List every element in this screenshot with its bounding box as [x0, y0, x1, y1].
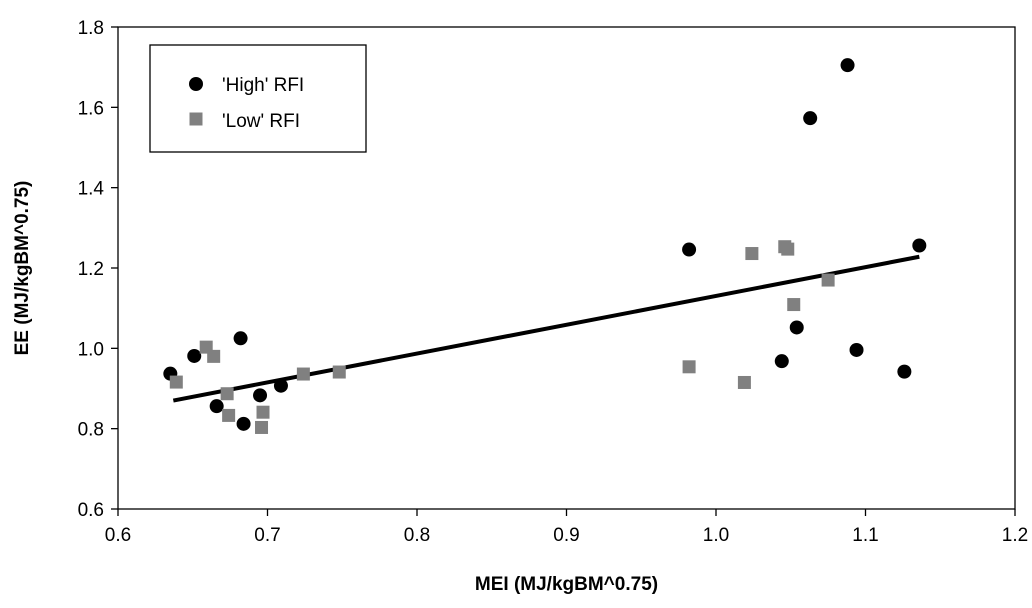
points-layer: [163, 58, 927, 434]
legend-label-low-rfi: 'Low' RFI: [222, 111, 300, 132]
data-point-high-rfi: [273, 378, 288, 393]
y-axis-title: EE (MJ/kgBM^0.75): [12, 181, 33, 356]
legend-label-high-rfi: 'High' RFI: [222, 75, 304, 96]
data-point-high-rfi: [840, 58, 855, 73]
data-point-high-rfi: [897, 364, 912, 379]
y-tick-label: 1.2: [78, 259, 104, 280]
x-tick-label: 0.6: [105, 525, 131, 546]
data-point-high-rfi: [849, 342, 864, 357]
data-point-high-rfi: [209, 399, 224, 414]
data-point-high-rfi: [682, 242, 697, 257]
data-point-low-rfi: [332, 365, 346, 379]
data-point-high-rfi: [253, 388, 268, 403]
ticks-layer: 0.6 0.7 0.8 0.9 1.0 1.1 1.2 0.6 0.8 1.0 1.2 1.4 1.6 1…: [78, 18, 1029, 546]
data-point-low-rfi: [169, 375, 183, 389]
trendline-layer: [172, 254, 920, 403]
data-point-high-rfi: [187, 348, 202, 363]
data-point-low-rfi: [296, 367, 310, 381]
y-tick-label: 1.4: [78, 179, 105, 200]
data-point-low-rfi: [222, 408, 236, 422]
data-point-low-rfi: [787, 298, 801, 312]
x-tick-label: 1.1: [852, 525, 878, 546]
x-axis-title: MEI (MJ/kgBM^0.75): [475, 574, 658, 595]
legend-marker-low-rfi: [189, 112, 203, 126]
data-point-low-rfi: [781, 242, 795, 256]
x-tick-label: 1.2: [1002, 525, 1028, 546]
data-point-high-rfi: [236, 416, 251, 431]
data-point-low-rfi: [821, 273, 835, 287]
data-point-low-rfi: [745, 247, 759, 261]
data-point-high-rfi: [789, 320, 804, 335]
x-tick-label: 1.0: [703, 525, 729, 546]
data-point-high-rfi: [912, 238, 927, 253]
data-point-low-rfi: [682, 360, 696, 374]
data-point-low-rfi: [737, 375, 751, 389]
data-point-high-rfi: [774, 354, 789, 369]
data-point-high-rfi: [233, 331, 248, 346]
y-tick-label: 1.6: [78, 98, 104, 119]
legend: 'High' RFI 'Low' RFI: [149, 44, 367, 153]
y-tick-label: 1.8: [78, 18, 104, 39]
data-point-low-rfi: [255, 420, 269, 434]
data-point-low-rfi: [256, 405, 270, 419]
legend-marker-high-rfi: [189, 77, 203, 91]
x-tick-label: 0.7: [254, 525, 280, 546]
data-point-low-rfi: [207, 349, 221, 363]
regression-line: [172, 254, 920, 403]
plot-frame: [117, 26, 1016, 510]
y-tick-label: 1.0: [78, 339, 104, 360]
x-tick-label: 0.9: [553, 525, 579, 546]
x-tick-label: 0.8: [404, 525, 430, 546]
y-tick-label: 0.8: [78, 420, 104, 441]
y-tick-label: 0.6: [78, 500, 104, 521]
legend-box: [149, 44, 367, 153]
data-point-high-rfi: [803, 111, 818, 126]
data-point-low-rfi: [220, 387, 234, 401]
